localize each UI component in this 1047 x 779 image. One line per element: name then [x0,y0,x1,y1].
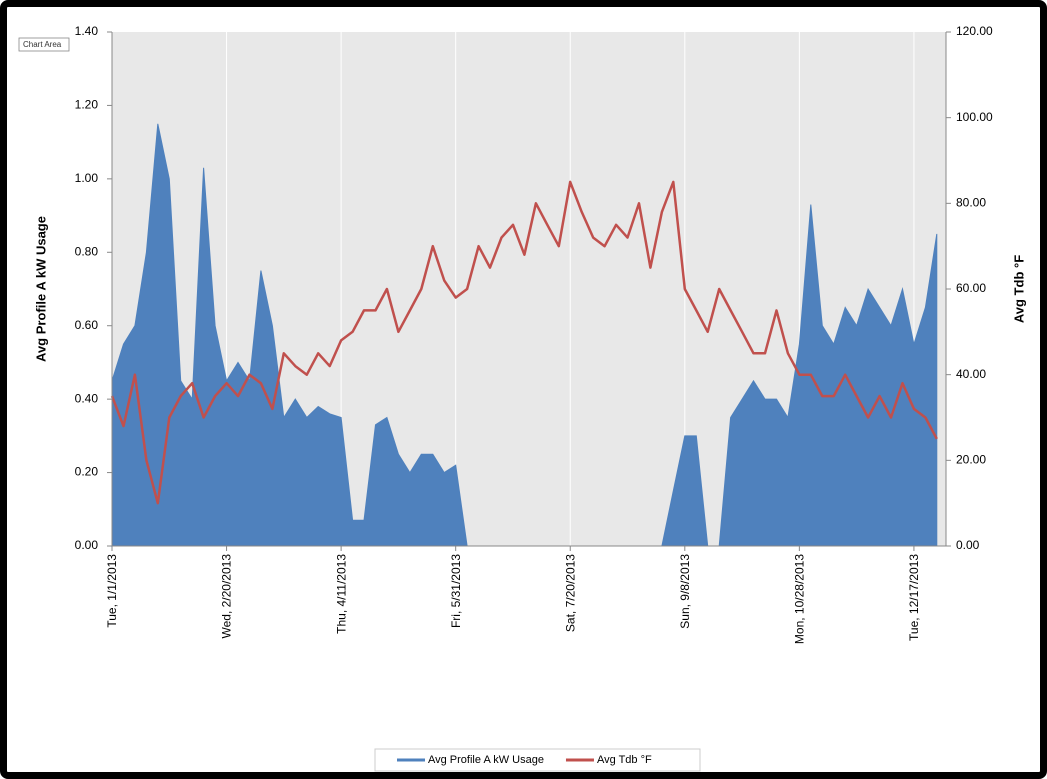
y2-tick-label: 80.00 [956,196,986,210]
x-tick-label: Tue, 12/17/2013 [907,554,921,641]
tooltip: Chart Area [23,40,62,49]
y-tick-label: 0.60 [75,318,99,332]
y2-tick-label: 0.00 [956,538,980,552]
y2-tick-label: 60.00 [956,281,986,295]
y-tick-label: 1.40 [75,24,99,38]
y-tick-label: 0.00 [75,538,99,552]
x-tick-label: Fri, 5/31/2013 [449,554,463,628]
x-tick-label: Tue, 1/1/2013 [105,554,119,628]
y-tick-label: 1.00 [75,171,99,185]
y-tick-label: 0.20 [75,465,99,479]
y-tick-label: 1.20 [75,98,99,112]
legend-label: Avg Tdb °F [597,754,652,766]
y2-tick-label: 100.00 [956,110,993,124]
line-series [110,180,938,505]
y2-tick-label: 20.00 [956,453,986,467]
y2-axis-title: Avg Tdb °F [1011,255,1026,323]
legend-box [374,748,701,772]
tooltip-box [18,37,70,52]
x-tick-label: Mon, 10/28/2013 [793,554,807,644]
y2-tick-label: 40.00 [956,367,986,381]
x-tick-label: Wed, 2/20/2013 [220,554,234,639]
y-tick-label: 0.40 [75,391,99,405]
y-axis-title: Avg Profile A kW Usage [33,216,48,362]
y2-tick-label: 120.00 [956,24,993,38]
x-tick-label: Thu, 4/11/2013 [334,554,348,634]
y-tick-label: 0.80 [75,244,99,258]
x-tick-label: Sun, 9/8/2013 [678,554,692,629]
x-tick-label: Sat, 7/20/2013 [563,554,577,632]
legend-label: Avg Profile A kW Usage [428,754,544,766]
